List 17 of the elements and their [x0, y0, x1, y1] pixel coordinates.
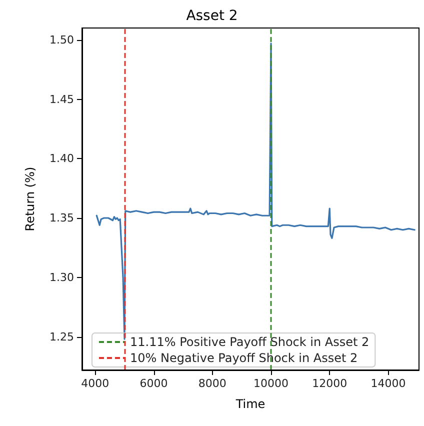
- x-tick-label: 8000: [198, 377, 226, 390]
- y-tick-label: 1.50: [50, 33, 74, 46]
- y-tick-label: 1.45: [50, 92, 74, 106]
- y-tick-label: 1.25: [50, 330, 74, 344]
- y-tick-label: 1.40: [50, 152, 74, 166]
- y-tick-label: 1.30: [50, 270, 74, 284]
- x-tick-label: 4000: [81, 377, 110, 390]
- x-tick-label: 6000: [140, 377, 168, 390]
- ref-line-label: 10% Negative Payoff Shock in Asset 2: [130, 351, 358, 365]
- y-axis-title: Return (%): [23, 166, 37, 232]
- chart-title: Asset 2: [186, 8, 238, 24]
- x-tick-label: 10000: [254, 377, 289, 390]
- x-tick-label: 12000: [312, 377, 348, 390]
- y-tick-label: 1.35: [50, 212, 74, 224]
- x-axis-title: Time: [234, 397, 266, 411]
- x-tick-label: 14000: [370, 377, 406, 390]
- ref-line-label: 11.11% Positive Payoff Shock in Asset 2: [130, 335, 370, 349]
